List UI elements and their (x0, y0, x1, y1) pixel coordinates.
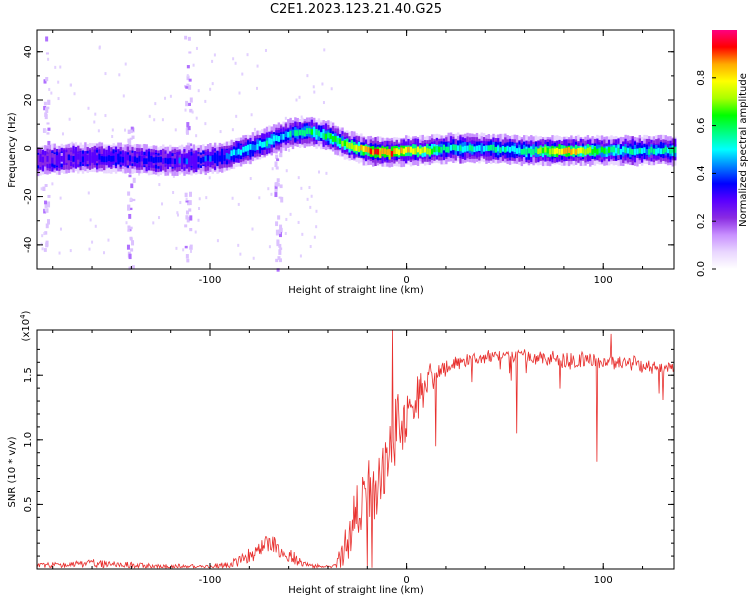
snr-y-axis-label: SNR (10 * v/v) (7, 436, 18, 507)
x-tick-label: 100 (594, 575, 613, 586)
spectrogram-panel: -100 0 100 -40 -20 0 20 40 Height of straight l… (7, 29, 677, 296)
figure-title: C2E1.2023.123.21.40.G25 (270, 2, 442, 17)
x-tick-label: 0 (403, 575, 409, 586)
spectral-ridge (37, 116, 677, 177)
x-tick-label: -100 (199, 275, 222, 286)
snr-panel: -100 0 100 0.5 1.0 1.5 Height of straight lin… (7, 310, 675, 596)
colorbar-tick-label: 0.0 (696, 261, 707, 277)
snr-axes: -100 0 100 0.5 1.0 1.5 (23, 330, 674, 586)
spectrogram-y-axis-label: Frequency (Hz) (7, 112, 18, 188)
y-tick-label: 0.5 (23, 496, 34, 512)
x-tick-label: -100 (199, 575, 222, 586)
colorbar-tick-label: 0.6 (696, 118, 707, 134)
y-tick-label: 1.5 (23, 367, 34, 383)
snr-x-axis-label: Height of straight line (km) (288, 585, 424, 596)
y-tick-label: 1.0 (23, 432, 34, 448)
y-tick-label: -40 (23, 237, 34, 253)
spectrogram-x-axis-label: Height of straight line (km) (288, 285, 424, 296)
snr-y-scale-label: (x104) (19, 310, 32, 341)
colorbar: 0.0 0.2 0.4 0.6 0.8 Normalized spectral ampl… (696, 30, 749, 277)
x-tick-label: 0 (403, 275, 409, 286)
colorbar-gradient (712, 30, 737, 269)
colorbar-tick-label: 0.4 (696, 165, 707, 181)
noise-streak (42, 36, 52, 252)
spectrogram-plot-area (37, 35, 677, 272)
snr-plot-area (36, 329, 674, 570)
noise-streak (184, 35, 193, 263)
colorbar-tick-label: 0.8 (696, 70, 707, 86)
y-tick-label: 20 (23, 94, 34, 107)
colorbar-ticks: 0.0 0.2 0.4 0.6 0.8 (696, 70, 716, 277)
colorbar-label: Normalized spectral amplitude (738, 73, 749, 227)
y-tick-label: 40 (23, 45, 34, 58)
x-tick-label: 100 (594, 275, 613, 286)
spectrogram-axes: -100 0 100 -40 -20 0 20 40 (23, 30, 674, 286)
spectrogram-frame (36, 29, 675, 270)
snr-series-line (36, 329, 674, 570)
y-tick-label: 0 (23, 145, 34, 151)
snr-frame (36, 329, 675, 570)
y-tick-label: -20 (23, 188, 34, 204)
colorbar-tick-label: 0.2 (696, 213, 707, 229)
